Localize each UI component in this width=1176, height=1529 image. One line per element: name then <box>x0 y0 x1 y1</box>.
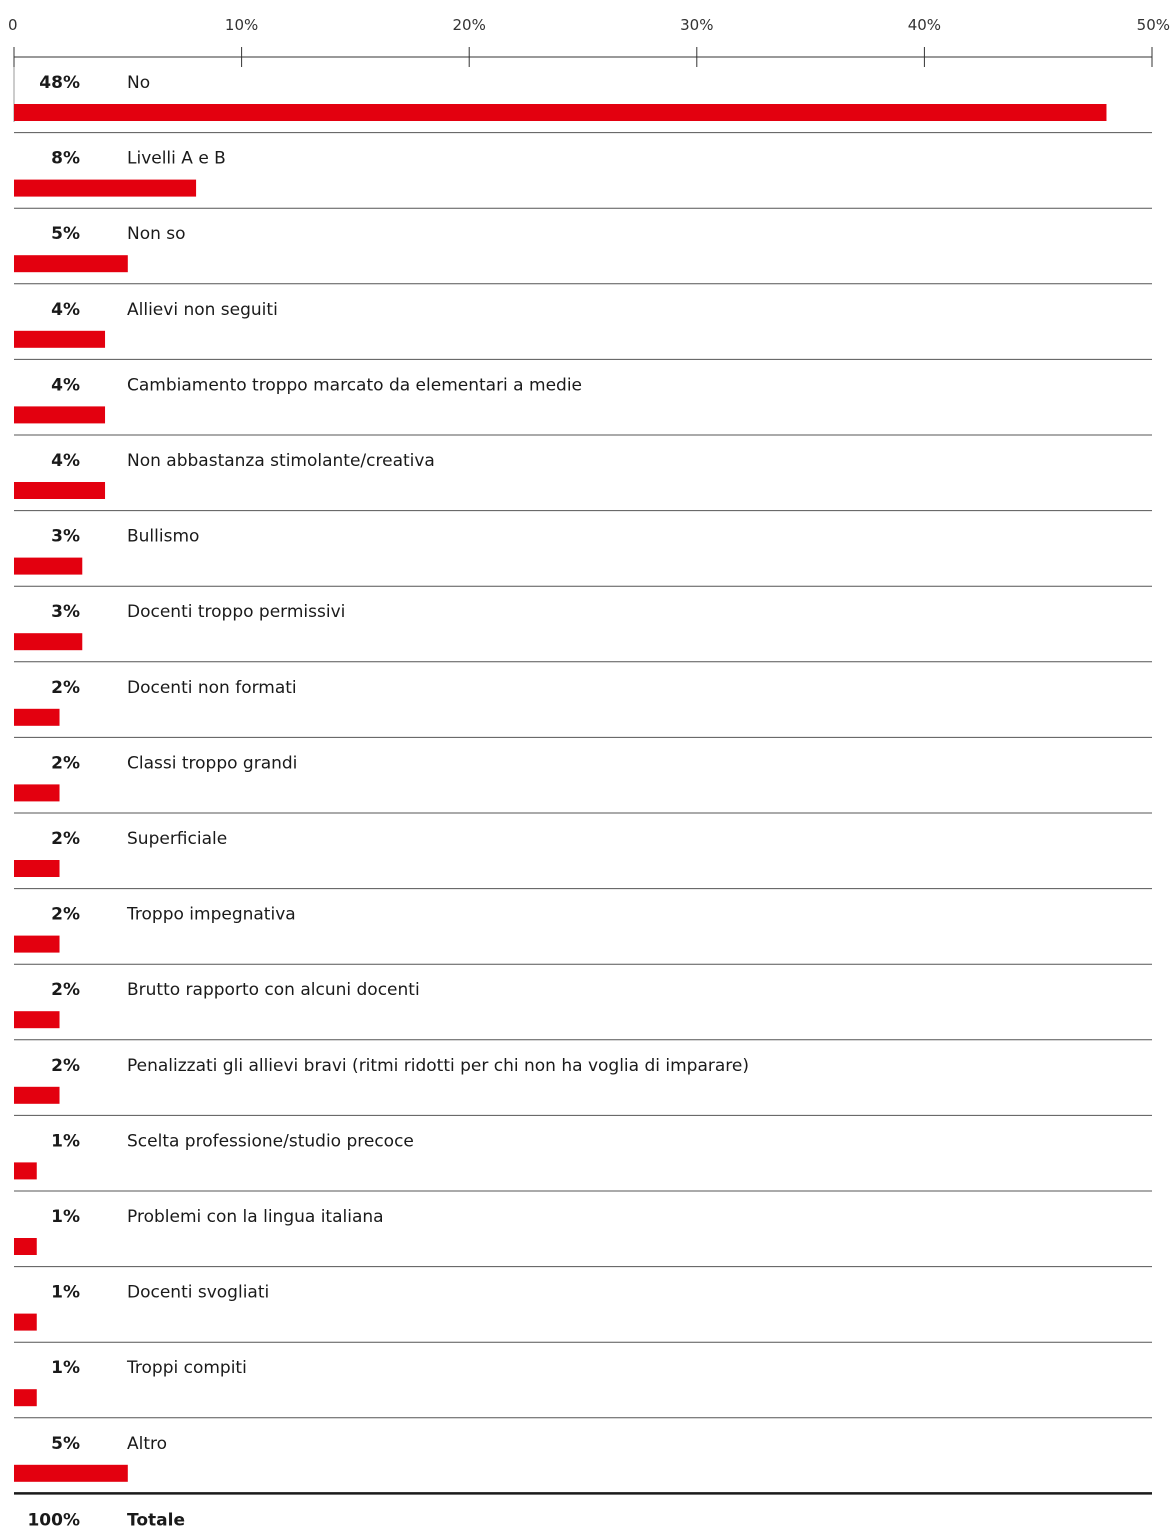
x-axis: 0 10% 20% 30% 40% 50% <box>8 16 1170 122</box>
x-tick-label: 50% <box>1137 16 1170 34</box>
value-label: 1% <box>51 1207 80 1227</box>
chart-row: 2% Classi troppo grandi <box>14 736 1152 802</box>
total-value-label: 100% <box>27 1510 80 1529</box>
category-label: No <box>127 73 150 93</box>
bar <box>14 1086 60 1104</box>
value-label: 2% <box>51 980 80 1000</box>
x-tick-label: 0 <box>8 16 18 34</box>
bar <box>14 255 128 273</box>
category-label: Non abbastanza stimolante/creativa <box>127 451 435 471</box>
value-label: 3% <box>51 527 80 547</box>
chart-row: 1% Problemi con la lingua italiana <box>14 1190 1152 1255</box>
bar <box>14 633 83 651</box>
value-label: 3% <box>51 602 80 622</box>
category-label: Scelta professione/studio precoce <box>127 1131 414 1151</box>
value-label: 2% <box>51 905 80 925</box>
category-label: Altro <box>127 1434 167 1454</box>
bar <box>14 330 106 348</box>
value-label: 2% <box>51 678 80 698</box>
chart-row: 5% Non so <box>14 207 1152 273</box>
chart-row: 4% Cambiamento troppo marcato da elementa… <box>14 358 1152 424</box>
bar <box>14 1389 37 1407</box>
chart-row: 4% Allievi non seguiti <box>14 283 1152 348</box>
category-label: Problemi con la lingua italiana <box>127 1207 384 1227</box>
chart-row: 3% Bullismo <box>14 510 1152 575</box>
bar <box>14 557 83 575</box>
bar <box>14 1238 37 1255</box>
category-label: Superficiale <box>127 829 227 849</box>
bar <box>14 708 60 726</box>
x-tick-label: 20% <box>453 16 486 34</box>
category-label: Troppo impegnativa <box>126 905 296 925</box>
bar <box>14 784 60 802</box>
chart-row: 2% Brutto rapporto con alcuni docenti <box>14 963 1152 1029</box>
category-label: Classi troppo grandi <box>127 753 297 773</box>
total-row: 100% Totale <box>14 1492 1152 1529</box>
category-label: Cambiamento troppo marcato da elementari… <box>127 375 582 395</box>
value-label: 8% <box>51 149 80 169</box>
value-label: 4% <box>51 375 80 395</box>
value-label: 1% <box>51 1283 80 1303</box>
bar <box>14 482 106 499</box>
value-label: 48% <box>39 73 80 93</box>
bar <box>14 406 106 424</box>
value-label: 2% <box>51 753 80 773</box>
chart-row: 1% Troppi compiti <box>14 1341 1152 1407</box>
chart-row: 4% Non abbastanza stimolante/creativa <box>14 434 1152 499</box>
bar <box>14 1011 60 1029</box>
category-label: Bullismo <box>127 527 199 547</box>
chart-row: 1% Scelta professione/studio precoce <box>14 1114 1152 1180</box>
category-label: Troppi compiti <box>126 1358 247 1378</box>
value-label: 5% <box>51 1434 80 1454</box>
value-label: 2% <box>51 829 80 849</box>
value-label: 1% <box>51 1358 80 1378</box>
total-label: Totale <box>127 1510 185 1529</box>
chart-row: 3% Docenti troppo permissivi <box>14 585 1152 651</box>
category-label: Penalizzati gli allievi bravi (ritmi rid… <box>127 1056 749 1076</box>
value-label: 1% <box>51 1131 80 1151</box>
bar <box>14 935 60 953</box>
chart-row: 2% Troppo impegnativa <box>14 888 1152 953</box>
value-label: 5% <box>51 224 80 244</box>
bar <box>14 1162 37 1180</box>
chart-row: 2% Superficiale <box>14 812 1152 877</box>
category-label: Docenti svogliati <box>127 1283 269 1303</box>
bar <box>14 1313 37 1331</box>
chart-rows: 48% No 8% Livelli A e B 5% Non so 4% Allievi no… <box>14 73 1152 1482</box>
category-label: Allievi non seguiti <box>127 300 278 320</box>
chart-row: 48% No <box>14 73 1107 121</box>
chart-row: 8% Livelli A e B <box>14 132 1152 197</box>
chart-row: 2% Penalizzati gli allievi bravi (ritmi r… <box>14 1039 1152 1104</box>
chart-row: 2% Docenti non formati <box>14 661 1152 726</box>
category-label: Non so <box>127 224 186 244</box>
bar <box>14 1464 128 1482</box>
bar <box>14 860 60 877</box>
x-tick-label: 30% <box>680 16 713 34</box>
value-label: 4% <box>51 451 80 471</box>
x-tick-label: 40% <box>908 16 941 34</box>
bar <box>14 179 197 197</box>
category-label: Docenti troppo permissivi <box>127 602 345 622</box>
category-label: Livelli A e B <box>127 149 226 169</box>
category-label: Brutto rapporto con alcuni docenti <box>127 980 420 1000</box>
chart-row: 5% Altro <box>14 1417 1152 1482</box>
x-tick-label: 10% <box>225 16 258 34</box>
chart-row: 1% Docenti svogliati <box>14 1266 1152 1331</box>
category-label: Docenti non formati <box>127 678 297 698</box>
value-label: 2% <box>51 1056 80 1076</box>
bar <box>14 104 1107 121</box>
value-label: 4% <box>51 300 80 320</box>
